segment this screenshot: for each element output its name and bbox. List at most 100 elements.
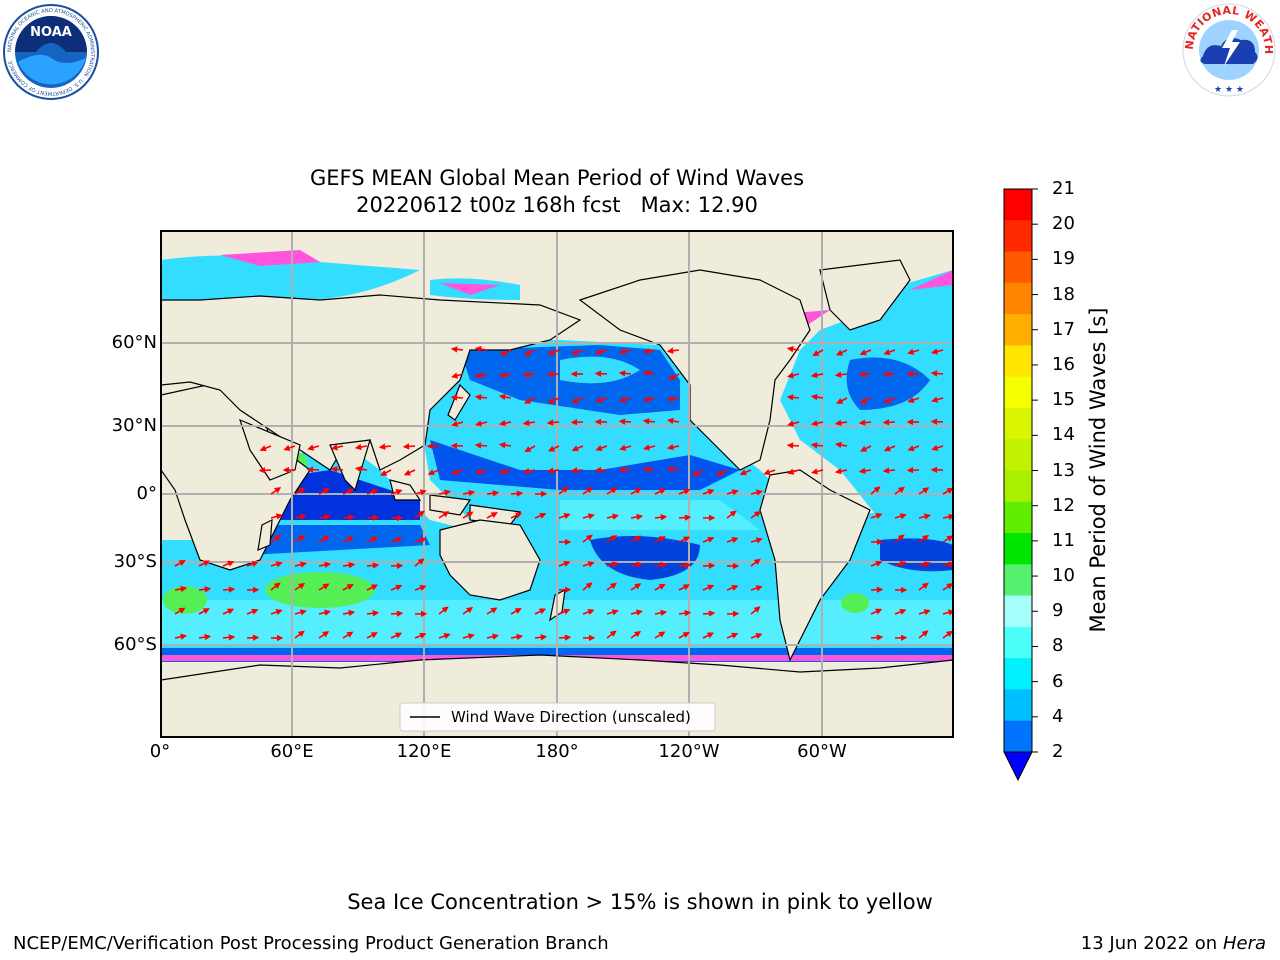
wind-wave-arrow <box>451 372 464 379</box>
lon-label-180: 180° <box>535 741 579 762</box>
wind-wave-arrow <box>810 371 824 379</box>
wind-wave-arrow <box>666 395 680 403</box>
colorbar-tick-label: 18 <box>1052 283 1075 305</box>
wind-wave-arrow <box>606 609 619 616</box>
lon-label-60w: 60°W <box>797 741 847 762</box>
wind-wave-arrow <box>474 345 488 353</box>
wind-wave-arrow <box>510 607 522 615</box>
wind-wave-arrow <box>786 394 800 401</box>
wind-wave-arrow <box>918 609 931 616</box>
colorbar-tick-label: 8 <box>1052 635 1064 657</box>
wind-wave-arrow <box>500 349 512 356</box>
wind-wave-arrow <box>546 467 560 474</box>
colorbar-segment <box>1004 314 1032 346</box>
wind-wave-arrow <box>931 396 944 403</box>
wind-wave-arrow <box>666 347 680 354</box>
wind-wave-arrow <box>894 513 907 520</box>
wind-wave-arrow <box>414 558 425 567</box>
wind-wave-arrow <box>571 397 584 404</box>
colorbar-segment <box>1004 595 1032 628</box>
wind-wave-arrow <box>414 489 427 496</box>
wind-wave-arrow <box>870 634 884 641</box>
wind-wave-arrow <box>571 445 584 452</box>
wind-wave-arrow <box>246 634 260 641</box>
wind-wave-arrow <box>558 634 572 641</box>
wind-wave-arrow <box>270 561 283 568</box>
wind-wave-arrow <box>438 489 451 496</box>
colorbar-segment <box>1004 501 1032 534</box>
wind-wave-arrow <box>630 609 643 616</box>
colorbar-segment <box>1004 251 1032 284</box>
lon-label-0: 0° <box>149 741 171 762</box>
wind-wave-arrow <box>678 488 691 495</box>
wind-wave-arrow <box>942 630 953 639</box>
wind-wave-arrow <box>510 512 523 519</box>
wind-wave-arrow <box>450 394 464 401</box>
colorbar-label: Mean Period of Wind Waves [s] <box>1086 307 1110 633</box>
wind-wave-arrow <box>270 513 283 520</box>
wind-wave-arrow <box>570 467 584 474</box>
wind-wave-arrow <box>342 609 356 617</box>
wind-wave-arrow <box>834 467 848 475</box>
wind-wave-arrow <box>692 469 704 477</box>
wind-wave-arrow <box>654 488 667 495</box>
wind-wave-arrow <box>524 397 536 404</box>
wind-wave-arrow <box>222 608 235 615</box>
wind-wave-arrow <box>726 537 739 544</box>
wind-wave-arrow <box>342 488 355 495</box>
wind-wave-arrow <box>678 631 690 639</box>
wind-wave-arrow <box>462 633 475 640</box>
wind-wave-arrow <box>618 370 632 377</box>
wind-wave-arrow <box>750 510 762 519</box>
wind-wave-arrow <box>678 562 692 569</box>
wind-wave-arrow <box>438 606 449 615</box>
colorbar-segment <box>1004 220 1032 253</box>
wind-wave-arrow <box>558 608 571 615</box>
wind-wave-arrow <box>318 631 330 639</box>
wind-wave-arrow <box>870 608 883 615</box>
wind-wave-arrow <box>595 396 608 403</box>
footer-on: on <box>1194 933 1218 954</box>
wind-wave-arrow <box>427 469 440 476</box>
wind-wave-arrow <box>606 561 619 568</box>
wind-wave-arrow <box>907 348 920 355</box>
wind-wave-arrow <box>582 486 594 495</box>
wind-wave-arrow <box>942 487 953 495</box>
wind-wave-arrow <box>294 561 307 568</box>
wind-wave-arrow <box>654 631 666 639</box>
wind-wave-arrow <box>726 632 739 639</box>
wind-wave-arrow <box>499 468 512 475</box>
wind-wave-arrow <box>558 560 571 567</box>
wind-wave-arrow <box>523 349 536 356</box>
wind-wave-arrow <box>318 513 332 521</box>
wind-wave-arrow <box>678 610 692 617</box>
wind-wave-arrow <box>522 371 536 378</box>
colorbar-tick-label: 2 <box>1052 741 1064 762</box>
wind-wave-arrow <box>606 630 617 639</box>
wind-wave-arrow <box>522 467 536 475</box>
wind-wave-arrow <box>582 561 595 568</box>
wind-wave-arrow <box>643 444 656 451</box>
wind-wave-arrow <box>666 443 680 451</box>
wind-wave-arrow <box>726 510 737 519</box>
wind-wave-arrow <box>390 632 403 639</box>
wind-wave-arrow <box>931 444 944 451</box>
wind-wave-arrow <box>595 348 608 355</box>
map-subtitle: 20220612 t00z 168h fcst Max: 12.90 <box>356 193 758 217</box>
wind-wave-arrow <box>654 536 666 543</box>
wind-wave-arrow <box>678 514 692 521</box>
wind-wave-arrow <box>654 561 668 569</box>
wind-wave-arrow <box>858 467 872 474</box>
nws-logo-ring-text: NATIONAL WEATHER SERVICE <box>0 0 1275 55</box>
wind-wave-arrow <box>222 634 236 641</box>
wind-wave-arrow <box>438 511 450 519</box>
wind-wave-arrow <box>942 535 953 543</box>
wind-wave-arrow <box>870 486 881 495</box>
colorbar-segment <box>1004 564 1032 597</box>
wind-wave-arrow <box>834 441 848 449</box>
wind-wave-arrow <box>342 536 354 543</box>
wind-wave-arrow <box>307 444 320 451</box>
wind-wave-arrow <box>486 512 498 519</box>
wind-wave-arrow <box>606 582 617 591</box>
wind-wave-arrow <box>198 560 211 567</box>
